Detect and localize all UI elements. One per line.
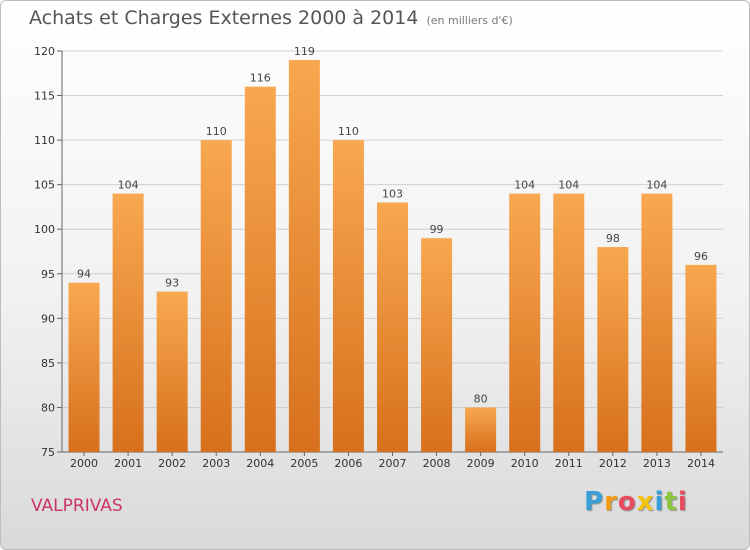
y-tick-label: 110 xyxy=(34,134,55,147)
data-label: 110 xyxy=(206,125,227,138)
logo-letter: x xyxy=(636,487,655,517)
data-label: 98 xyxy=(606,232,620,245)
bar xyxy=(377,202,408,452)
x-tick-label: 2011 xyxy=(555,457,583,470)
chart-title-block: Achats et Charges Externes 2000 à 2014 (e… xyxy=(29,7,513,29)
x-tick-label: 2000 xyxy=(70,457,98,470)
y-tick-label: 100 xyxy=(34,223,55,236)
bar xyxy=(509,193,541,453)
chart-subtitle: (en milliers d'€) xyxy=(426,14,513,27)
y-tick-label: 75 xyxy=(41,446,55,459)
data-label: 103 xyxy=(382,187,403,200)
bar xyxy=(332,140,364,452)
y-tick-label: 90 xyxy=(41,312,55,325)
x-tick-label: 2014 xyxy=(687,457,715,470)
x-tick-label: 2004 xyxy=(246,457,274,470)
y-tick-label: 120 xyxy=(34,45,55,58)
commune-name: VALPRIVAS xyxy=(31,496,123,516)
bar xyxy=(465,407,497,452)
logo-letter: i xyxy=(677,487,688,517)
data-label: 94 xyxy=(77,268,91,281)
bar xyxy=(553,193,585,453)
y-tick-label: 85 xyxy=(41,357,55,370)
x-tick-label: 2013 xyxy=(643,457,671,470)
bar xyxy=(421,238,453,452)
logo-letter: o xyxy=(617,487,637,517)
x-tick-label: 2008 xyxy=(423,457,451,470)
y-tick-label: 105 xyxy=(34,179,55,192)
logo-letter: t xyxy=(664,487,678,517)
data-label: 119 xyxy=(294,45,315,58)
data-label: 93 xyxy=(165,277,179,290)
bar xyxy=(68,282,100,452)
data-label: 104 xyxy=(558,179,579,192)
y-tick-label: 95 xyxy=(41,268,55,281)
chart-title: Achats et Charges Externes 2000 à 2014 xyxy=(29,7,419,29)
bar xyxy=(597,247,629,452)
data-label: 104 xyxy=(646,179,667,192)
bar xyxy=(288,59,320,453)
bar xyxy=(112,193,144,453)
logo-letter: r xyxy=(604,487,618,517)
data-label: 96 xyxy=(694,250,708,263)
x-tick-label: 2010 xyxy=(511,457,539,470)
x-tick-label: 2006 xyxy=(334,457,362,470)
data-label: 116 xyxy=(250,72,271,85)
y-tick-label: 80 xyxy=(41,401,55,414)
bar xyxy=(641,193,673,453)
proxiti-logo: Proxiti xyxy=(584,487,688,517)
data-label: 104 xyxy=(118,179,139,192)
x-tick-label: 2002 xyxy=(158,457,186,470)
logo-letter: i xyxy=(654,487,665,517)
data-label: 110 xyxy=(338,125,359,138)
x-tick-label: 2007 xyxy=(379,457,407,470)
y-tick-label: 115 xyxy=(34,90,55,103)
x-tick-label: 2003 xyxy=(202,457,230,470)
bar xyxy=(200,140,232,452)
bar xyxy=(685,264,717,452)
x-tick-label: 2012 xyxy=(599,457,627,470)
x-tick-label: 2001 xyxy=(114,457,142,470)
bar xyxy=(156,291,188,452)
x-tick-label: 2005 xyxy=(290,457,318,470)
x-tick-label: 2009 xyxy=(467,457,495,470)
data-label: 80 xyxy=(474,392,488,405)
bar xyxy=(244,86,276,453)
logo-letter: P xyxy=(584,487,605,517)
data-label: 104 xyxy=(514,179,535,192)
data-label: 99 xyxy=(430,223,444,236)
